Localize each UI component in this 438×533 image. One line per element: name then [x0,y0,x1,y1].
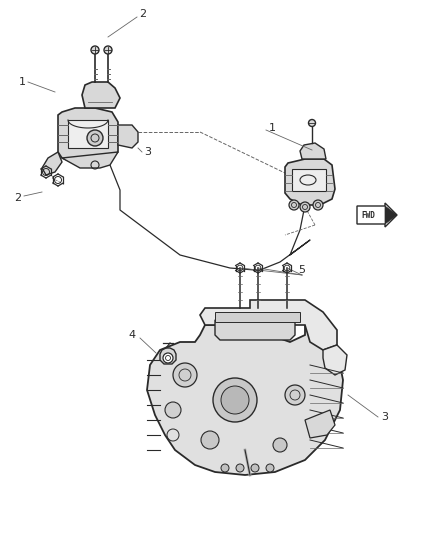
Circle shape [165,402,181,418]
Polygon shape [147,325,343,475]
Text: 4: 4 [128,330,136,340]
Text: 5: 5 [299,265,305,275]
Text: 2: 2 [14,193,21,203]
Polygon shape [62,152,118,168]
Circle shape [87,130,103,146]
Text: 3: 3 [381,412,389,422]
Polygon shape [385,206,397,224]
Polygon shape [200,300,337,350]
Circle shape [266,464,274,472]
Text: FWD: FWD [361,212,375,221]
Polygon shape [160,348,176,364]
Circle shape [289,200,299,210]
Polygon shape [357,203,397,227]
Polygon shape [215,320,295,340]
Circle shape [163,353,173,363]
Polygon shape [68,120,108,148]
Text: 1: 1 [18,77,25,87]
Circle shape [236,464,244,472]
Polygon shape [82,82,120,108]
Circle shape [308,119,315,126]
Circle shape [313,200,323,210]
Circle shape [221,464,229,472]
Polygon shape [215,312,300,322]
Polygon shape [292,169,326,191]
Circle shape [273,438,287,452]
Polygon shape [42,152,62,175]
Circle shape [104,46,112,54]
Circle shape [91,46,99,54]
Circle shape [285,385,305,405]
Polygon shape [285,159,335,205]
Circle shape [221,386,249,414]
Text: 1: 1 [268,123,276,133]
Text: 3: 3 [145,147,152,157]
Polygon shape [58,108,118,165]
Circle shape [173,363,197,387]
Circle shape [201,431,219,449]
Text: 2: 2 [139,9,147,19]
Polygon shape [118,125,138,148]
Circle shape [213,378,257,422]
Polygon shape [323,345,347,375]
Circle shape [300,202,310,212]
Circle shape [251,464,259,472]
Polygon shape [305,410,335,438]
Polygon shape [300,143,326,159]
